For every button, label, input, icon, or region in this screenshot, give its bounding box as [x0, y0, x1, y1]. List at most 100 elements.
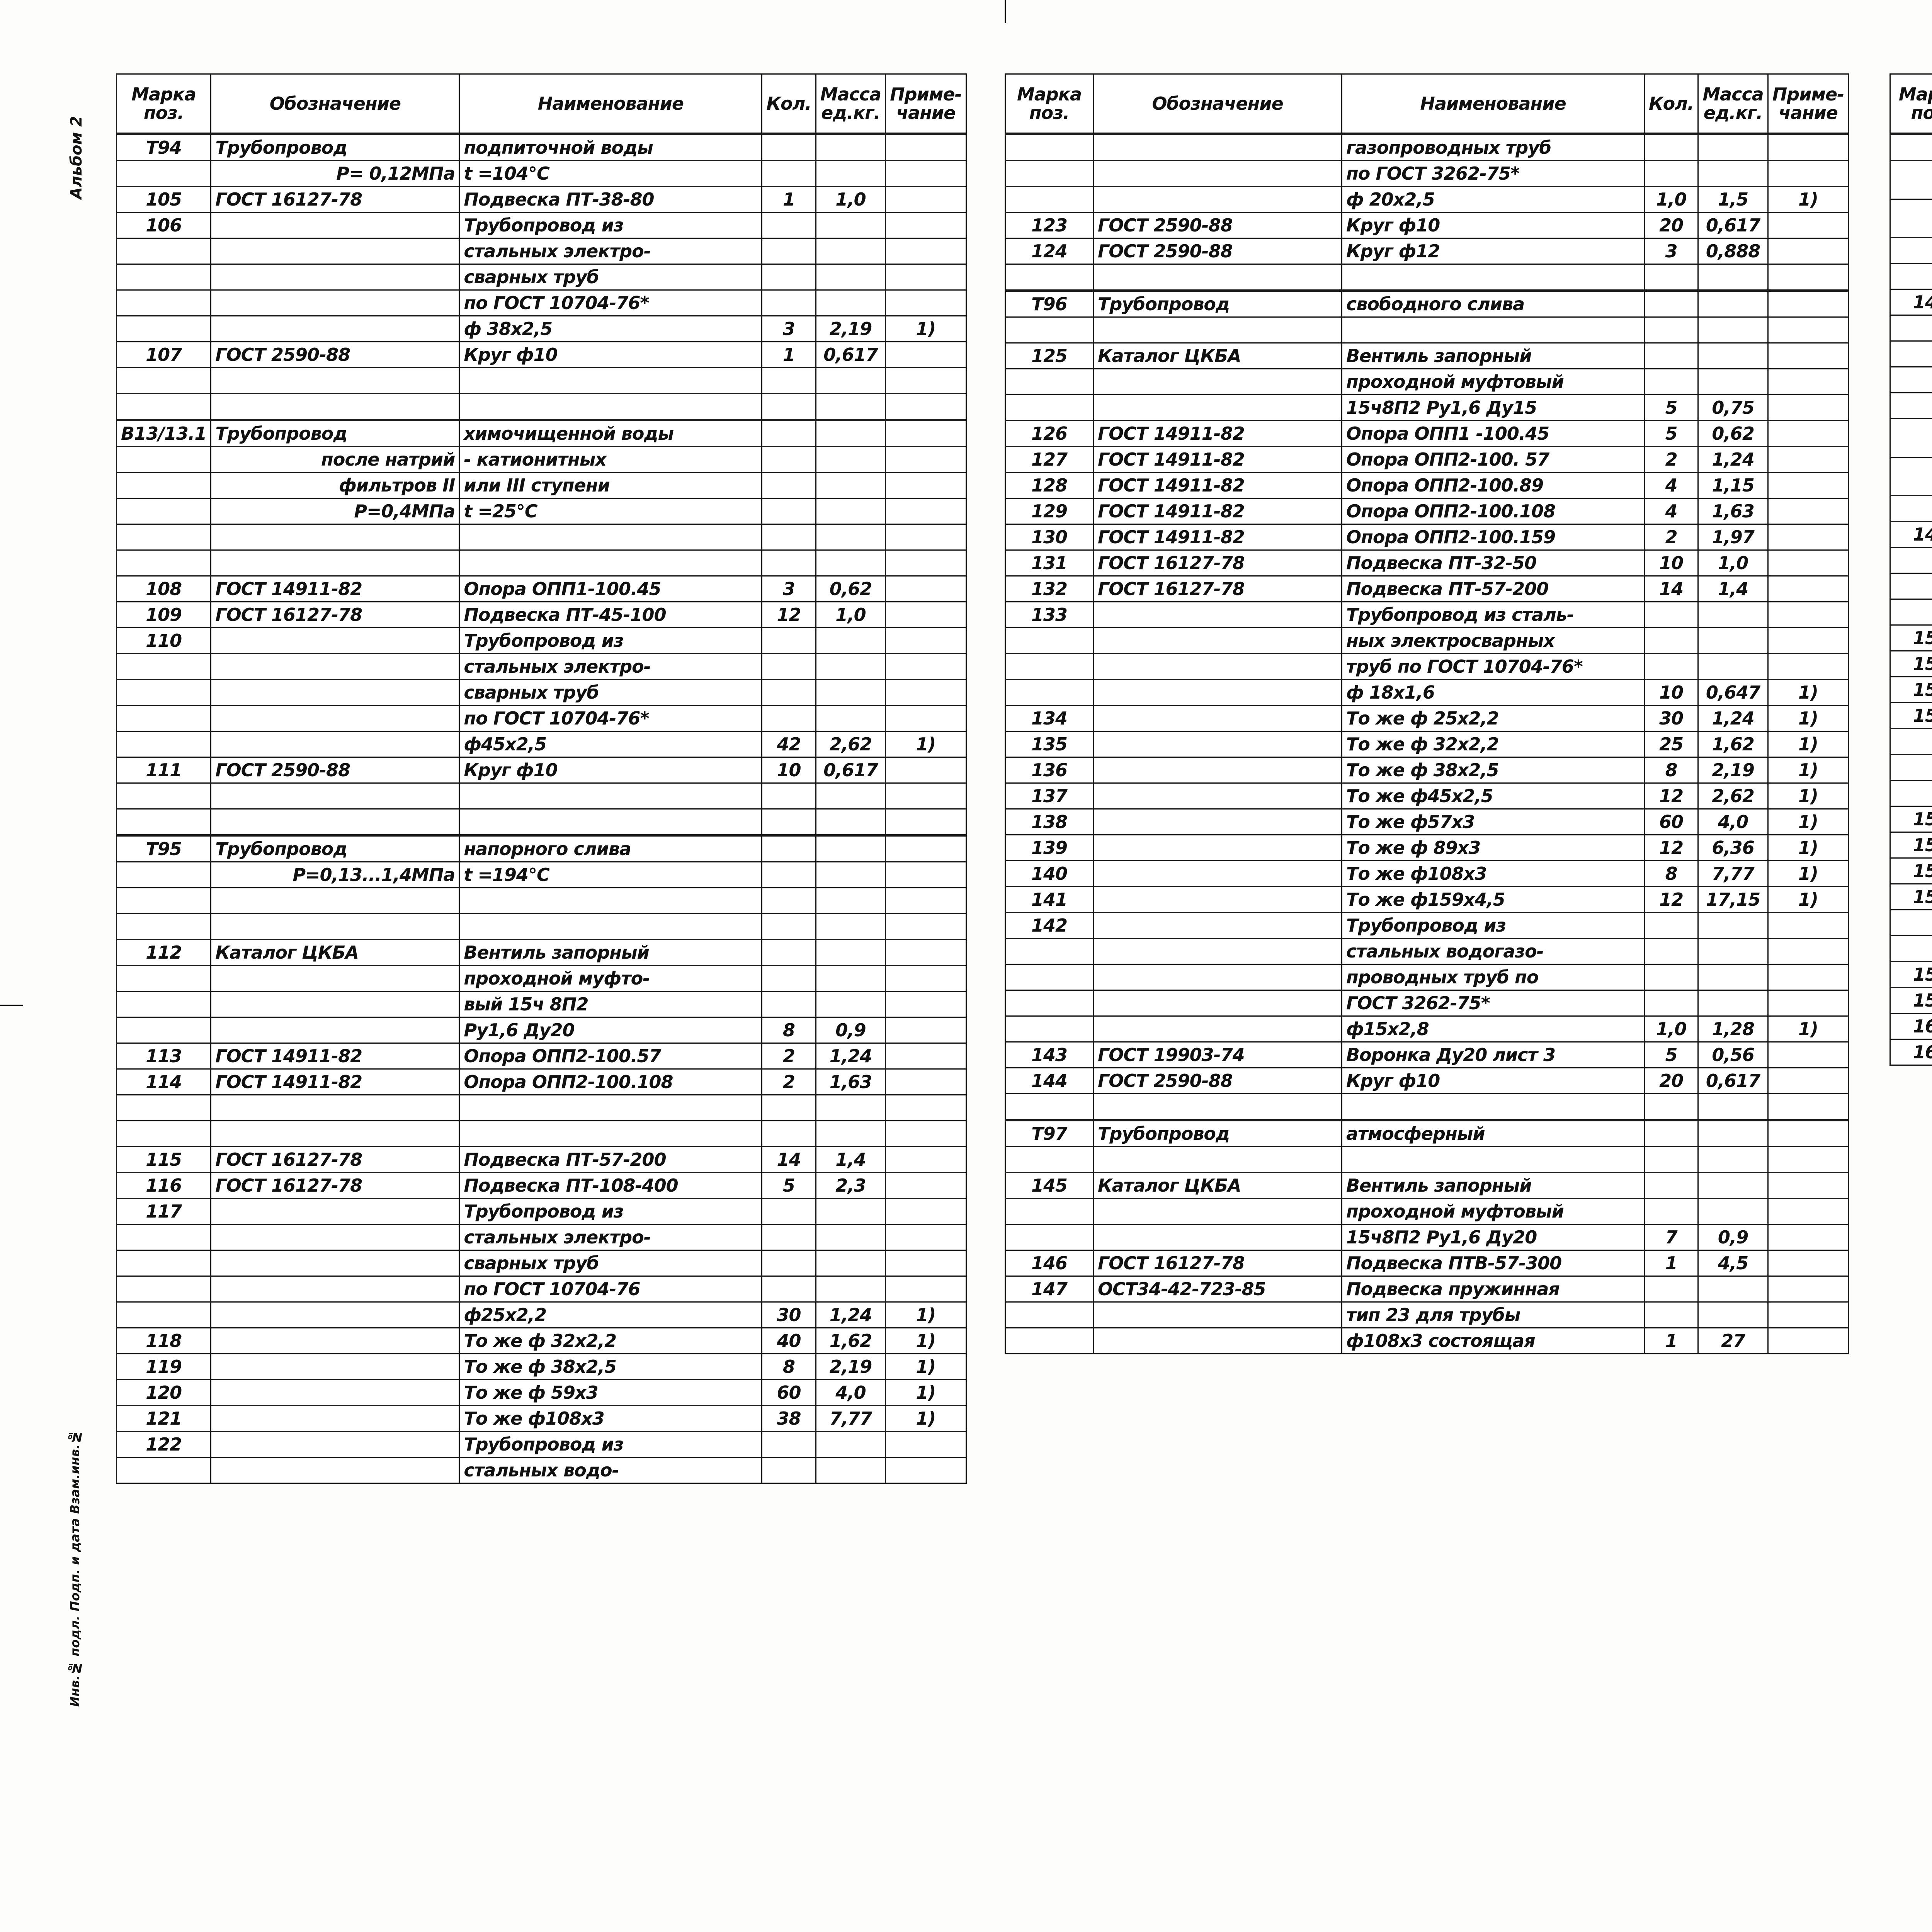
cell-qty: 4 — [1643, 472, 1699, 499]
cell-name: проводных труб по — [1341, 964, 1645, 991]
cell-mark: 116 — [116, 1172, 212, 1199]
table-row: 118 То же ф 32х2,2 40 1,62 1) — [116, 1327, 967, 1354]
cell-mark — [116, 264, 212, 291]
cell-name: То же ф159х4,5 — [1341, 886, 1645, 913]
cell-name — [459, 808, 763, 836]
cell-qty — [761, 1094, 816, 1121]
cell-designation — [1093, 1198, 1342, 1225]
cell-qty — [1643, 1301, 1699, 1328]
cell-qty — [761, 446, 816, 473]
cell-designation — [210, 367, 460, 394]
table-row: 15 ОСТ34-42-743-85блока пружинного215,9Н… — [1889, 392, 1932, 420]
cell-designation — [1093, 808, 1342, 835]
cell-designation: Трубопровод — [210, 419, 460, 447]
cell-qty — [1643, 160, 1699, 187]
cell-qty — [761, 834, 816, 862]
cell-note: 1) — [1767, 757, 1849, 784]
cell-name: Ру1,6 Ду20 — [459, 1017, 763, 1044]
cell-qty — [761, 991, 816, 1018]
cell-designation: ГОСТ 14911-82 — [1093, 472, 1342, 499]
cell-qty: 5 — [1643, 420, 1699, 447]
cell-mark — [1005, 316, 1094, 344]
header-qty: Кол. — [1643, 73, 1699, 135]
cell-note: 1) — [885, 1405, 967, 1432]
cell-designation: Трубопровод — [1093, 289, 1342, 318]
cell-mark — [116, 524, 212, 551]
table-row: 139 То же ф 89х3 12 6,36 1) — [1005, 834, 1849, 861]
cell-qty: 1,0 — [1643, 186, 1699, 213]
table-row: 120 То же ф 59х3 60 4,0 1) — [116, 1379, 967, 1406]
cell-mass: 2,62 — [815, 731, 886, 758]
cell-mark — [116, 679, 212, 706]
cell-qty — [1643, 1119, 1699, 1147]
cell-mark — [116, 1017, 212, 1044]
cell-designation — [210, 991, 460, 1018]
cell-mark: 125 — [1005, 342, 1094, 369]
cell-mark — [1889, 780, 1932, 807]
cell-note — [885, 238, 967, 265]
spec-table-2: Марка поз. Обозначение Наименование Кол. Масс… — [1005, 73, 1849, 1354]
header-mass: Масса ед.кг. — [815, 73, 886, 135]
table-row: сварных труб — [116, 679, 967, 706]
cell-mass — [815, 679, 886, 706]
cell-mass: 0,888 — [1697, 238, 1769, 265]
cell-mass — [815, 861, 886, 888]
cell-mass — [815, 653, 886, 680]
cell-mass: 0,62 — [815, 575, 886, 602]
table-row: 135 То же ф 32х2,2 25 1,62 1) — [1005, 731, 1849, 758]
cell-mark: 158 — [1889, 961, 1932, 988]
cell-qty — [761, 1250, 816, 1277]
cell-note — [885, 679, 967, 706]
cell-mark — [116, 1276, 212, 1303]
cell-note — [1767, 1327, 1849, 1354]
cell-mass — [815, 1276, 886, 1303]
cell-name: То же ф 32х2,2 — [1341, 731, 1645, 758]
cell-mass: 2,3 — [815, 1172, 886, 1199]
cell-qty — [761, 861, 816, 888]
cell-designation — [210, 549, 460, 577]
table-row: 76-010 ОСТ34-42-614-84рытие для трубы ф5… — [1889, 935, 1932, 963]
cell-designation: после натрий — [210, 446, 460, 473]
cell-name — [1341, 1146, 1645, 1173]
cell-name: Трубопровод из — [459, 627, 763, 654]
cell-name — [459, 393, 763, 421]
cell-name: стальных электро- — [459, 653, 763, 680]
cell-qty — [1643, 1276, 1699, 1303]
cell-name: Трубопровод из — [459, 1431, 763, 1458]
cell-qty — [761, 653, 816, 680]
table-row: ф45х2,5 42 2,62 1) — [116, 731, 967, 758]
cell-mark — [1889, 198, 1932, 238]
cell-qty: 10 — [761, 757, 816, 784]
cell-designation — [1093, 705, 1342, 732]
table-row: 134 То же ф 25х2,2 30 1,24 1) — [1005, 705, 1849, 732]
cell-mass: 0,9 — [1697, 1224, 1769, 1251]
cell-note — [1767, 212, 1849, 239]
cell-mark — [116, 1250, 212, 1277]
table-row: 105 ГОСТ 16127-78 Подвеска ПТ-38-80 1 1,0 — [116, 186, 967, 213]
table-row: сварных труб — [116, 264, 967, 291]
cell-name: То же ф 25х2,2 — [1341, 705, 1645, 732]
cell-qty — [761, 1457, 816, 1484]
cell-mark — [116, 808, 212, 836]
cell-designation — [1093, 912, 1342, 939]
table-row: ф108х3 состоящая 1 27 — [1005, 1327, 1849, 1354]
cell-qty: 2 — [1643, 524, 1699, 551]
cell-mark — [116, 1120, 212, 1147]
table-row: 136 То же ф 38х2,5 8 2,19 1) — [1005, 757, 1849, 784]
cell-note — [885, 965, 967, 992]
table-row: стальных электро- — [116, 653, 967, 680]
cell-name: Опора ОПП2-100.159 — [1341, 524, 1645, 551]
cell-name — [459, 887, 763, 914]
cell-name: ф25х2,2 — [459, 1301, 763, 1328]
cell-mark — [1005, 1224, 1094, 1251]
cell-mark: Т95 — [116, 834, 212, 862]
cell-qty: 1 — [761, 341, 816, 368]
cell-mark: 109 — [116, 601, 212, 628]
cell-mass — [815, 627, 886, 654]
cell-mark: 137 — [1005, 782, 1094, 810]
cell-name: химочищенной воды — [459, 419, 763, 447]
cell-qty — [761, 133, 816, 161]
cell-mass: 0,56 — [1697, 1041, 1769, 1068]
cell-mark: Т94 — [116, 133, 212, 161]
